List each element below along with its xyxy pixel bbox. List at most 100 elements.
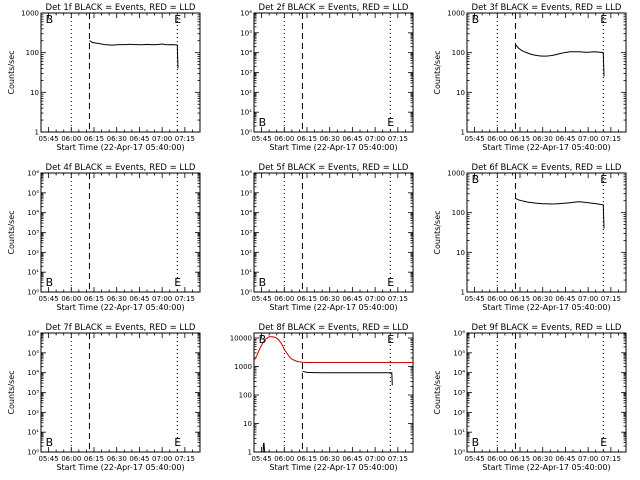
x-tick-label: 07:15 bbox=[175, 455, 195, 463]
begin-marker: B bbox=[259, 276, 267, 289]
x-tick-label: 06:30 bbox=[107, 455, 127, 463]
y-tick-label: 10⁵ bbox=[27, 189, 39, 197]
x-tick-label: 07:00 bbox=[365, 455, 385, 463]
end-marker: E bbox=[387, 333, 394, 346]
x-axis-label: Start Time (22-Apr-17 05:40:00) bbox=[56, 303, 184, 312]
x-tick-label: 07:15 bbox=[175, 295, 195, 303]
panel-title: Det 7f BLACK = Events, RED = LLD bbox=[46, 323, 196, 333]
y-tick-label: 10² bbox=[240, 249, 252, 257]
y-tick-label: 10⁶ bbox=[240, 170, 252, 178]
x-tick-label: 06:30 bbox=[320, 295, 340, 303]
x-tick-label: 07:15 bbox=[601, 455, 621, 463]
y-tick-label: 10² bbox=[240, 89, 252, 97]
x-tick-label: 05:45 bbox=[38, 295, 58, 303]
panel-det-9: Det 9f BLACK = Events, RED = LLD 10⁰ 10¹ 10… bbox=[433, 323, 627, 472]
x-tick-label: 07:00 bbox=[578, 135, 598, 143]
y-tick-label: 10¹ bbox=[27, 429, 39, 437]
y-axis-label: Counts/sec bbox=[7, 50, 16, 94]
end-marker: E bbox=[174, 13, 181, 26]
y-tick-label: 10⁵ bbox=[240, 29, 252, 37]
y-tick-label: 10 bbox=[456, 89, 465, 97]
y-tick-label: 1 bbox=[35, 129, 39, 137]
y-tick-label: 100 bbox=[26, 49, 39, 57]
events-series-line bbox=[89, 40, 179, 69]
x-tick-label: 06:15 bbox=[84, 135, 104, 143]
x-tick-label: 07:15 bbox=[388, 135, 408, 143]
end-marker: E bbox=[600, 173, 607, 186]
x-tick-label: 07:00 bbox=[152, 295, 172, 303]
y-tick-label: 10⁵ bbox=[453, 349, 465, 357]
y-tick-label: 10⁴ bbox=[453, 369, 465, 377]
events-series-line bbox=[515, 44, 605, 77]
y-tick-label: 10¹ bbox=[27, 269, 39, 277]
y-tick-label: 10 bbox=[30, 89, 39, 97]
y-tick-label: 10⁰ bbox=[453, 449, 465, 457]
x-tick-label: 05:45 bbox=[251, 135, 271, 143]
panel-det-8: Det 8f BLACK = Events, RED = LLD 1 10 100 10… bbox=[230, 323, 414, 472]
plot-frame bbox=[253, 12, 414, 133]
y-tick-label: 10⁵ bbox=[27, 349, 39, 357]
plot-frame bbox=[466, 172, 627, 293]
y-tick-label: 10⁰ bbox=[27, 289, 39, 297]
panel-title: Det 4f BLACK = Events, RED = LLD bbox=[46, 163, 196, 173]
panel-det-5: Det 5f BLACK = Events, RED = LLD 10⁰ 10¹ 10… bbox=[240, 163, 414, 312]
x-tick-label: 06:30 bbox=[533, 455, 553, 463]
y-tick-label: 10² bbox=[27, 409, 39, 417]
y-axis-label: Counts/sec bbox=[7, 370, 16, 414]
y-tick-label: 100 bbox=[239, 392, 252, 400]
y-tick-label: 1000 bbox=[21, 10, 39, 18]
begin-marker: B bbox=[472, 173, 480, 186]
x-tick-label: 07:15 bbox=[175, 135, 195, 143]
begin-marker: B bbox=[472, 436, 480, 449]
y-tick-label: 10⁴ bbox=[240, 49, 252, 57]
x-tick-label: 06:30 bbox=[107, 295, 127, 303]
x-axis-label: Start Time (22-Apr-17 05:40:00) bbox=[482, 303, 610, 312]
end-marker: E bbox=[600, 13, 607, 26]
y-tick-label: 10² bbox=[453, 409, 465, 417]
begin-marker: B bbox=[259, 116, 267, 129]
y-tick-label: 1 bbox=[461, 129, 465, 137]
panel-det-3: Det 3f BLACK = Events, RED = LLD 1 10 100 10… bbox=[433, 3, 627, 152]
x-tick-label: 06:30 bbox=[107, 135, 127, 143]
x-axis-label: Start Time (22-Apr-17 05:40:00) bbox=[269, 303, 397, 312]
x-tick-label: 05:45 bbox=[464, 135, 484, 143]
y-tick-label: 10¹ bbox=[240, 109, 252, 117]
y-tick-label: 10¹ bbox=[453, 429, 465, 437]
y-tick-label: 1000 bbox=[234, 363, 252, 371]
x-tick-label: 07:00 bbox=[152, 135, 172, 143]
y-tick-label: 10¹ bbox=[240, 269, 252, 277]
x-tick-label: 07:00 bbox=[578, 455, 598, 463]
y-tick-label: 10⁰ bbox=[240, 129, 252, 137]
x-tick-label: 06:45 bbox=[342, 455, 362, 463]
panel-title: Det 5f BLACK = Events, RED = LLD bbox=[259, 163, 409, 173]
x-tick-label: 06:00 bbox=[274, 455, 294, 463]
plot-frame bbox=[40, 332, 201, 453]
y-tick-label: 100 bbox=[452, 209, 465, 217]
end-marker: E bbox=[174, 276, 181, 289]
y-tick-label: 10⁴ bbox=[240, 209, 252, 217]
y-tick-label: 10² bbox=[27, 249, 39, 257]
panel-title: Det 2f BLACK = Events, RED = LLD bbox=[259, 3, 409, 13]
plot-frame bbox=[466, 332, 627, 453]
x-tick-label: 06:15 bbox=[297, 295, 317, 303]
plot-frame bbox=[253, 332, 414, 453]
panel-det-6: Det 6f BLACK = Events, RED = LLD 1 10 100 10… bbox=[433, 163, 627, 312]
x-tick-label: 07:15 bbox=[388, 295, 408, 303]
x-axis-label: Start Time (22-Apr-17 05:40:00) bbox=[56, 463, 184, 472]
x-tick-label: 06:30 bbox=[533, 135, 553, 143]
x-tick-label: 06:45 bbox=[129, 455, 149, 463]
end-marker: E bbox=[600, 436, 607, 449]
y-tick-label: 10000 bbox=[230, 335, 252, 343]
x-tick-label: 06:00 bbox=[274, 135, 294, 143]
x-tick-label: 06:15 bbox=[510, 455, 530, 463]
plot-frame bbox=[253, 172, 414, 293]
x-tick-label: 07:15 bbox=[601, 295, 621, 303]
panel-title: Det 1f BLACK = Events, RED = LLD bbox=[46, 3, 196, 13]
panel-title: Det 3f BLACK = Events, RED = LLD bbox=[472, 3, 622, 13]
x-axis-label: Start Time (22-Apr-17 05:40:00) bbox=[56, 143, 184, 152]
x-tick-label: 07:00 bbox=[578, 295, 598, 303]
panel-title: Det 6f BLACK = Events, RED = LLD bbox=[472, 163, 622, 173]
panel-det-1: Det 1f BLACK = Events, RED = LLD 1 10 100 10… bbox=[7, 3, 201, 152]
panel-det-2: Det 2f BLACK = Events, RED = LLD 10⁰ 10¹ 10… bbox=[240, 3, 414, 152]
x-tick-label: 07:15 bbox=[601, 135, 621, 143]
